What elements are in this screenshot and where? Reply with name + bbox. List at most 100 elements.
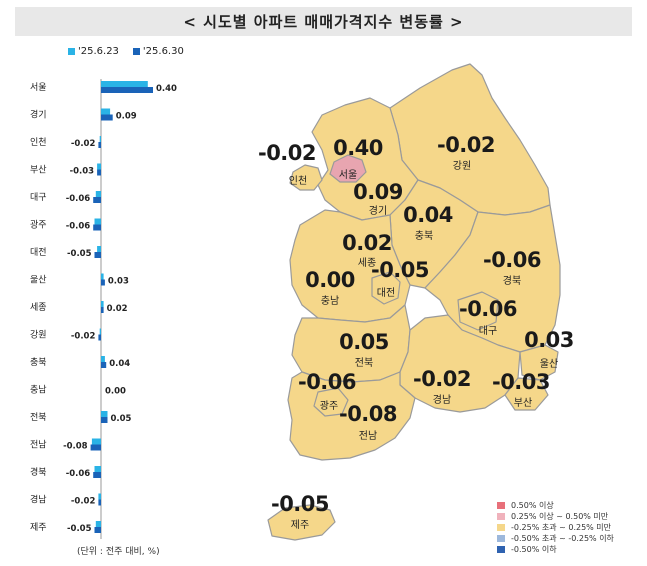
region-daegu [457,291,499,331]
bar-value-label: -0.06 [66,194,91,204]
bar-value-label: 0.00 [105,387,126,397]
bar-category-label: 제주 [30,522,47,533]
map-legend-swatch [497,546,505,553]
map-name-chungbuk: 충북 [414,231,434,242]
chart-title: < 시도별 아파트 매매가격지수 변동률 > [15,7,632,36]
map-name-jeonbuk: 전북 [354,358,374,369]
bar-category-label: 세종 [30,302,47,313]
bar-category-label: 전남 [30,440,47,451]
bar-category-label: 전북 [30,412,47,423]
bar-prev [99,136,101,142]
bar-prev [101,411,108,417]
map-name-gwangju: 광주 [319,401,339,412]
map-legend-row: -0.25% 초과 ~ 0.25% 미만 [497,522,614,533]
bar-curr [101,307,104,313]
bar-curr [101,114,113,121]
bar-prev [91,438,101,445]
bar-curr [90,444,101,451]
bar-category-label: 광주 [30,219,47,231]
map-legend: 0.50% 이상 0.25% 이상 ~ 0.50% 미만 -0.25% 초과 ~… [497,500,614,555]
region-incheon [289,164,323,191]
map-value-gwangju: -0.06 [297,370,357,394]
bar-prev [97,163,101,170]
region-busan [504,377,549,411]
bar-prev [101,356,105,362]
map-value-daegu: -0.06 [458,297,518,321]
bar-curr [93,472,101,478]
unit-note: (단위 : 전주 대비, %) [77,547,160,557]
bar-value-label: -0.05 [67,524,92,534]
map-name-seoul: 서울 [338,170,358,181]
map-value-incheon: -0.02 [257,141,317,165]
bar-value-label: 0.04 [109,359,130,369]
map-legend-label: -0.25% 초과 ~ 0.25% 미만 [511,523,612,532]
bar-value-label: 0.40 [156,84,177,94]
map-name-gangwon: 강원 [452,161,472,172]
bar-prev [99,328,101,335]
legend-swatch-prev [68,48,75,55]
map-legend-swatch [497,535,505,542]
bar-prev [94,466,101,472]
map-name-gyeongbuk: 경북 [502,276,522,287]
bar-curr [98,334,101,341]
map-legend-label: -0.50% 이하 [511,545,557,554]
map-name-chungnam: 충남 [320,296,340,307]
map-legend-row: 0.25% 이상 ~ 0.50% 미만 [497,511,614,522]
bar-prev [101,273,104,280]
bar-prev [101,301,104,307]
legend-label-prev: '25.6.23 [78,46,119,57]
bar-curr [93,197,101,203]
bar-curr [101,417,108,423]
bar-value-label: -0.02 [71,497,96,507]
bar-category-label: 부산 [30,165,47,176]
map-name-gyeongnam: 경남 [432,395,452,406]
bar-category-label: 경기 [30,109,47,121]
map-legend-row: -0.50% 이하 [497,544,614,555]
map-name-daegu: 대구 [478,326,498,337]
bar-curr [97,169,101,176]
bar-legend: '25.6.23 '25.6.30 [68,46,184,57]
bar-value-label: 0.05 [111,414,132,424]
map-value-jeju: -0.05 [270,492,330,516]
bar-category-label: 경북 [30,466,47,478]
map-name-daejeon: 대전 [376,288,396,299]
legend-swatch-curr [132,48,140,55]
map-legend-label: -0.50% 초과 ~ -0.25% 이하 [511,534,614,543]
map-value-ulsan: 0.03 [524,328,574,352]
region-gwangju [313,387,349,417]
bar-category-label: 대전 [30,247,47,258]
map-name-busan: 부산 [513,398,533,409]
bar-value-label: -0.02 [71,139,96,149]
bar-value-label: -0.03 [70,167,95,177]
bar-category-label: 대구 [30,192,47,203]
map-legend-label: 0.50% 이상 [511,501,554,510]
map-value-daejeon: -0.05 [370,258,430,282]
map-value-gyeongnam: -0.02 [412,367,472,391]
bar-prev [98,493,101,500]
bar-prev [95,521,101,527]
map-name-jeju: 제주 [290,520,310,531]
bar-curr [98,142,101,148]
bar-prev [101,81,148,87]
map-legend-row: -0.50% 초과 ~ -0.25% 이하 [497,533,614,544]
map-name-incheon: 인천 [288,176,308,187]
bar-value-label: 0.02 [107,304,128,314]
bar-value-label: 0.03 [108,277,129,287]
bar-category-label: 서울 [30,82,47,93]
bar-category-label: 충남 [30,385,47,396]
bar-value-label: -0.06 [66,222,91,232]
bar-category-label: 충북 [30,357,47,368]
legend-item-prev: '25.6.23 [68,46,119,57]
bar-category-label: 울산 [30,275,47,286]
bar-curr [94,252,101,258]
legend-label-curr: '25.6.30 [142,46,184,57]
map-legend-swatch [497,524,505,531]
bar-value-label: 0.09 [116,112,137,122]
map-name-gyeonggi: 경기 [368,206,388,217]
map-value-busan: -0.03 [491,370,551,394]
map-value-jeonbuk: 0.05 [339,330,389,354]
bar-curr [93,224,101,231]
bar-value-label: -0.05 [67,249,92,259]
map-name-jeonnam: 전남 [358,431,378,442]
